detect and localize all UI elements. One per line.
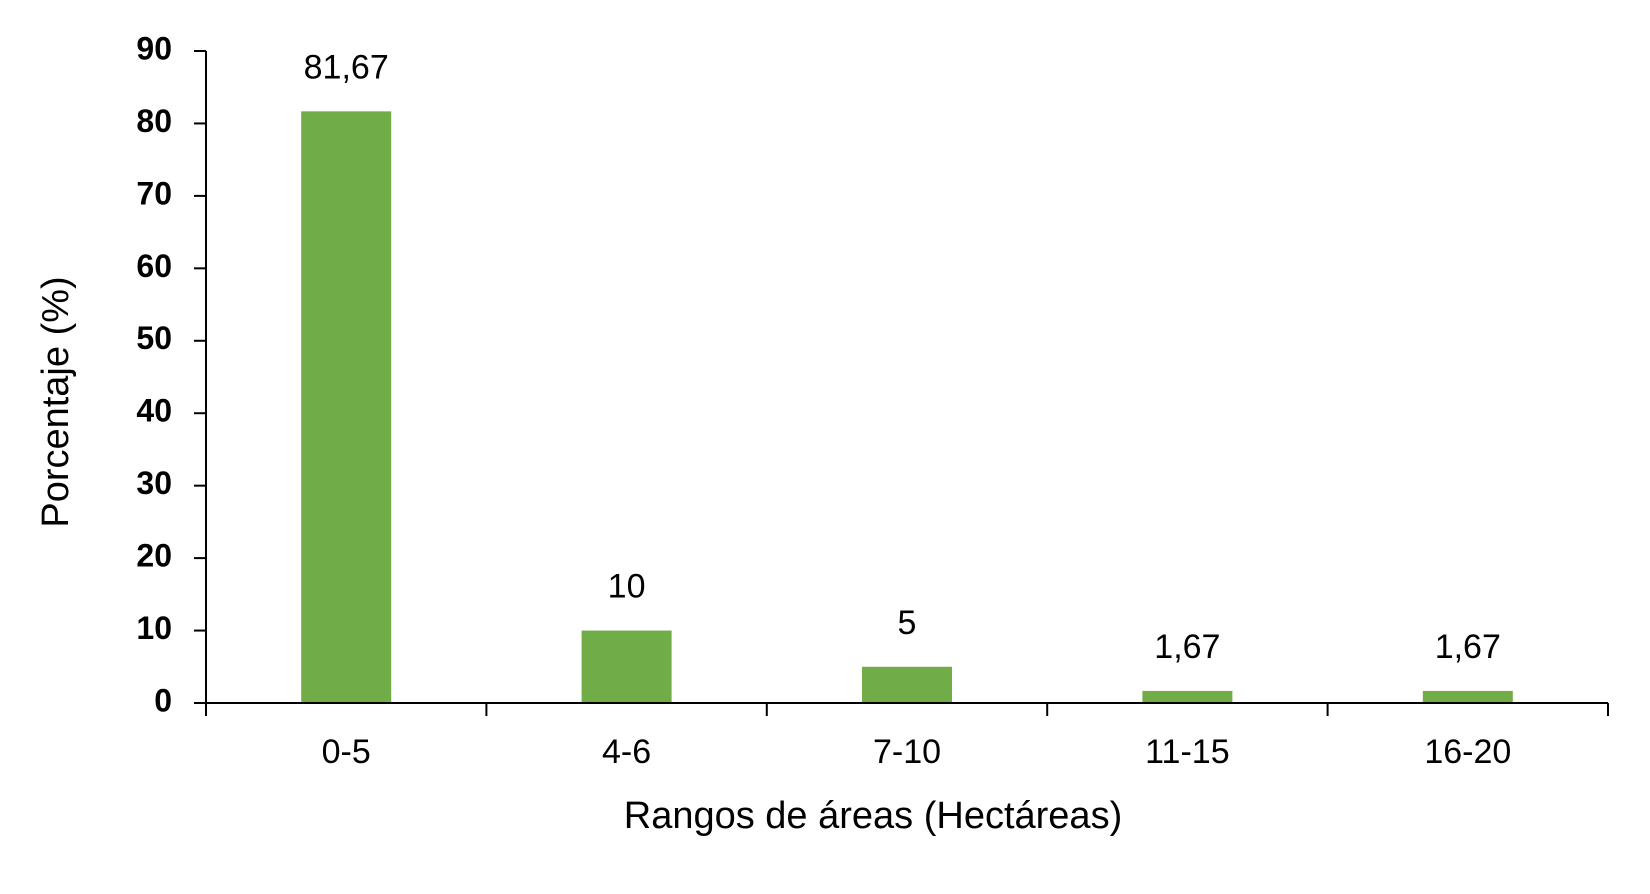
y-axis-title: Porcentaje (%) [35, 276, 77, 527]
y-tick-label: 20 [136, 538, 172, 574]
data-label: 10 [608, 568, 646, 606]
y-tick-label: 10 [136, 610, 172, 646]
x-tick-label: 11-15 [1145, 733, 1229, 771]
data-label: 1,67 [1435, 628, 1501, 666]
x-tick-label: 16-20 [1424, 733, 1511, 771]
data-label: 1,67 [1154, 628, 1220, 666]
y-tick-label: 0 [154, 682, 172, 718]
bar [1142, 690, 1233, 703]
x-tick-label: 7-10 [873, 733, 941, 771]
y-tick-label: 30 [136, 465, 172, 501]
x-tick-label: 0-5 [322, 733, 371, 771]
data-label: 81,67 [304, 48, 389, 86]
y-tick-label: 60 [136, 248, 172, 284]
bar [581, 630, 672, 703]
bar [862, 666, 952, 703]
data-label: 5 [898, 604, 917, 642]
y-tick-label: 70 [136, 175, 172, 211]
y-tick-label: 50 [136, 320, 172, 356]
x-axis-title: Rangos de áreas (Hectáreas) [624, 795, 1122, 837]
y-tick-label: 90 [136, 30, 172, 66]
bar [1422, 690, 1513, 703]
y-tick-label: 80 [136, 103, 172, 139]
x-tick-label: 4-6 [602, 733, 651, 771]
y-tick-label: 40 [136, 393, 172, 429]
bar [301, 111, 392, 704]
